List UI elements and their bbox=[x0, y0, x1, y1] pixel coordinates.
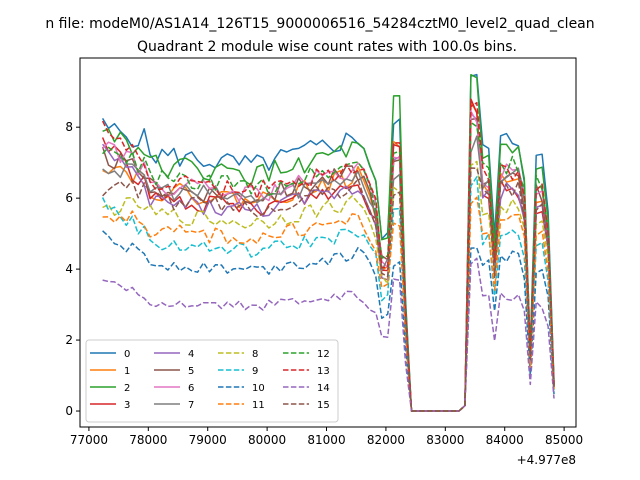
y-tick-label: 0 bbox=[65, 404, 73, 418]
x-tick-label: 80000 bbox=[248, 433, 286, 447]
x-axis: 77000 78000 79000 80000 81000 82000 83000 84000… bbox=[70, 427, 583, 447]
x-tick-label: 79000 bbox=[189, 433, 227, 447]
plot-frame bbox=[79, 57, 577, 428]
legend-label: 12 bbox=[317, 349, 330, 360]
legend-label: 8 bbox=[252, 349, 258, 360]
x-tick-label: 85000 bbox=[545, 433, 583, 447]
legend-label: 5 bbox=[188, 366, 194, 377]
series-line-13 bbox=[101, 101, 555, 412]
y-tick-label: 6 bbox=[65, 191, 73, 205]
series-line-10 bbox=[102, 230, 555, 412]
series-line-9 bbox=[101, 176, 555, 412]
legend-label: 4 bbox=[188, 349, 194, 360]
chart-title: Quadrant 2 module wise count rates with … bbox=[137, 39, 517, 55]
figure-suptitle: n file: modeM0/AS1A14_126T15_9000006516_… bbox=[45, 16, 594, 32]
legend-label: 9 bbox=[252, 366, 258, 377]
legend-label: 2 bbox=[124, 383, 130, 394]
series-line-14 bbox=[102, 257, 555, 412]
series-line-2 bbox=[102, 73, 555, 412]
series-line-15 bbox=[102, 167, 555, 412]
series-line-7 bbox=[102, 135, 555, 412]
legend-label: 1 bbox=[124, 366, 130, 377]
legend-label: 7 bbox=[188, 400, 194, 411]
series-line-11 bbox=[102, 196, 555, 412]
x-axis-offset-label: +4.977e8 bbox=[517, 453, 576, 467]
legend-frame bbox=[85, 339, 339, 423]
y-axis: 0 2 4 6 8 bbox=[65, 120, 80, 418]
legend-label: 10 bbox=[252, 383, 265, 394]
y-tick-label: 4 bbox=[65, 262, 73, 276]
legend-label: 15 bbox=[317, 400, 330, 411]
x-tick-label: 77000 bbox=[70, 433, 108, 447]
series-line-8 bbox=[102, 160, 555, 412]
y-tick-label: 8 bbox=[65, 120, 73, 134]
series-layer bbox=[101, 73, 555, 412]
series-line-12 bbox=[102, 121, 555, 412]
legend-label: 13 bbox=[317, 366, 330, 377]
legend-label: 11 bbox=[252, 400, 265, 411]
legend-label: 6 bbox=[188, 383, 194, 394]
x-tick-label: 78000 bbox=[129, 433, 167, 447]
legend-label: 14 bbox=[317, 383, 330, 394]
x-tick-label: 82000 bbox=[367, 433, 405, 447]
x-tick-label: 81000 bbox=[307, 433, 345, 447]
legend-label: 3 bbox=[124, 400, 130, 411]
x-tick-label: 83000 bbox=[426, 433, 464, 447]
y-tick-label: 2 bbox=[65, 333, 73, 347]
x-tick-label: 84000 bbox=[486, 433, 524, 447]
legend-label: 0 bbox=[124, 349, 130, 360]
